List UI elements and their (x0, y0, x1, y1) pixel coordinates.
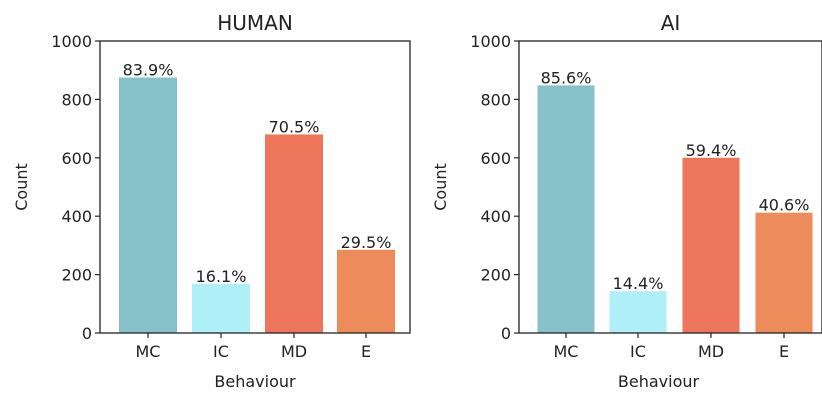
bar-ic (609, 291, 667, 333)
data-label: 14.4% (613, 274, 664, 293)
y-tick-label: 200 (480, 266, 511, 285)
y-axis-label: Count (431, 163, 450, 211)
y-tick-label: 800 (480, 90, 511, 109)
y-tick-label: 600 (61, 149, 92, 168)
y-tick-label: 400 (61, 207, 92, 226)
y-tick-label: 200 (61, 266, 92, 285)
bar-e (755, 212, 813, 333)
bar-md (265, 134, 323, 333)
x-tick-label: E (779, 342, 789, 361)
x-axis-label: Behaviour (618, 372, 700, 391)
y-tick-label: 800 (61, 90, 92, 109)
data-label: 70.5% (269, 117, 320, 136)
x-tick-label: MD (281, 342, 307, 361)
x-tick-label: MD (698, 342, 724, 361)
chart-title: HUMAN (217, 11, 293, 35)
x-tick-label: MC (136, 342, 161, 361)
bar-e (337, 249, 395, 333)
plot-frame (99, 40, 411, 334)
y-tick-label: 1000 (51, 32, 92, 51)
x-tick-label: MC (554, 342, 579, 361)
data-label: 83.9% (123, 61, 174, 80)
y-tick-label: 0 (82, 324, 92, 343)
plot-frame (518, 40, 822, 334)
y-tick-label: 1000 (470, 32, 511, 51)
bar-mc (537, 85, 595, 333)
data-label: 59.4% (686, 141, 737, 160)
bar-md (682, 157, 740, 333)
y-tick-label: 600 (480, 149, 511, 168)
chart-panel-1: AI 85.6% 14.4% 59.4% 40.6% 0 200 400 600 800 1000 M… (431, 11, 822, 391)
y-axis-label: Count (12, 163, 31, 211)
bar-mc (119, 77, 177, 333)
y-tick-label: 0 (501, 324, 511, 343)
x-tick-label: E (361, 342, 371, 361)
chart-panel-0: HUMAN 83.9% 16.1% 70.5% 29.5% 0 200 400 600 800 10… (12, 11, 411, 391)
data-label: 16.1% (196, 267, 247, 286)
y-tick-label: 400 (480, 207, 511, 226)
data-label: 40.6% (759, 196, 810, 215)
bar-ic (192, 283, 250, 333)
x-tick-label: IC (630, 342, 646, 361)
x-axis-label: Behaviour (214, 372, 296, 391)
chart-title: AI (661, 11, 681, 35)
data-label: 29.5% (341, 233, 392, 252)
data-label: 85.6% (541, 68, 592, 87)
x-tick-label: IC (213, 342, 229, 361)
